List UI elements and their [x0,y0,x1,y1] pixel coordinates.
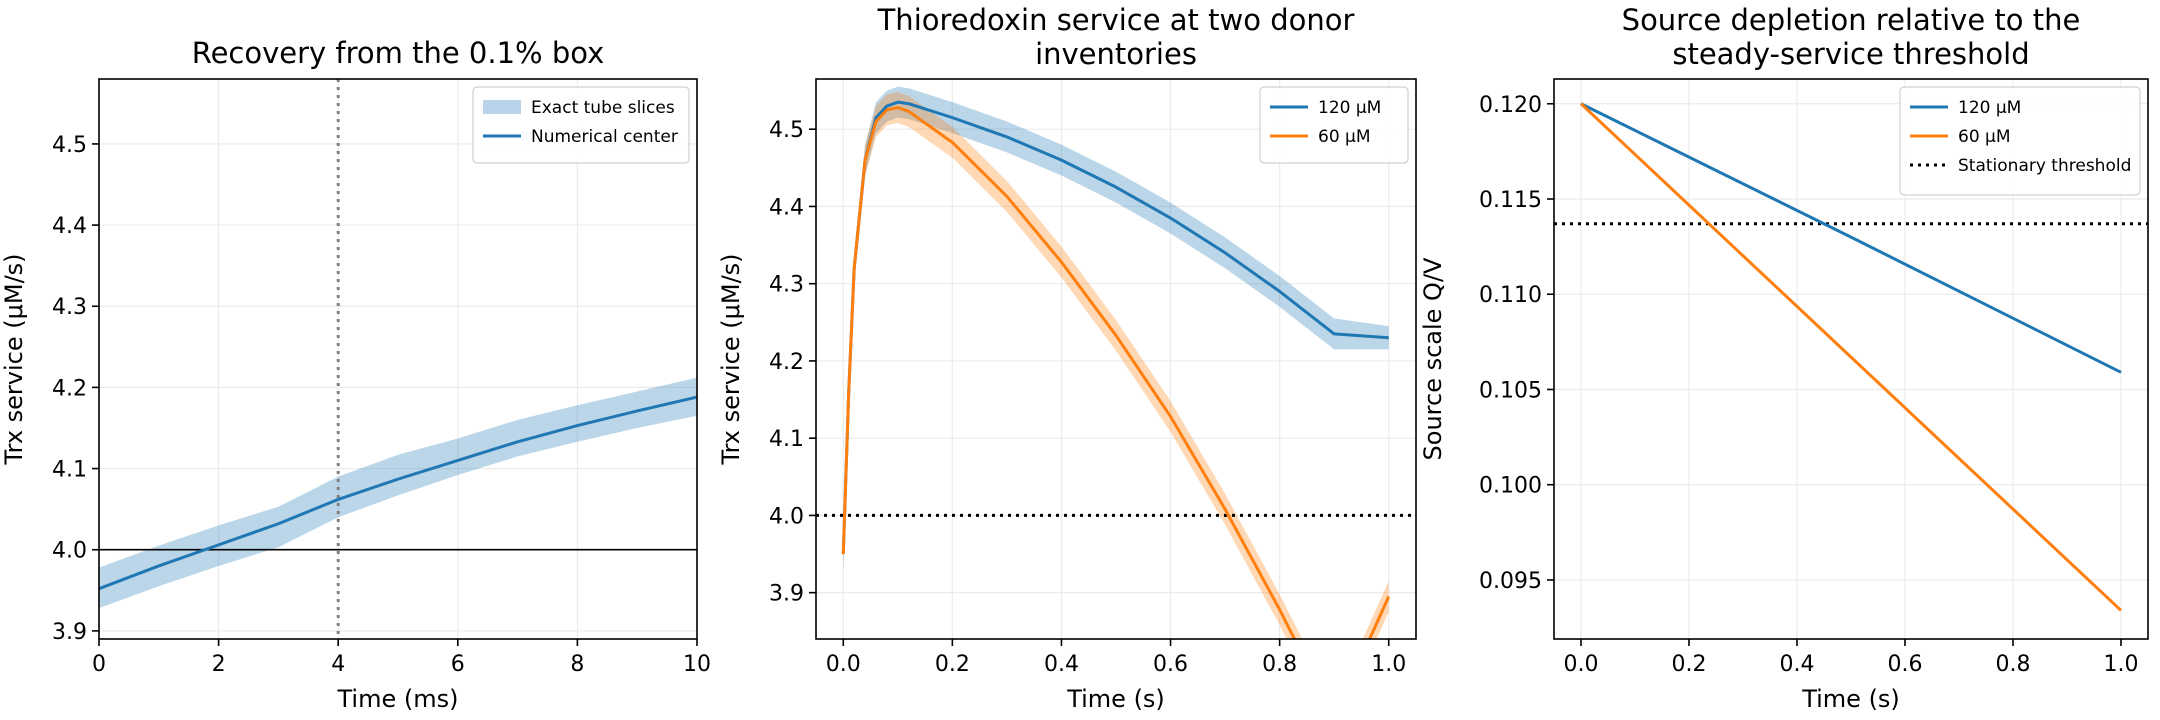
y-tick-label: 4.4 [769,195,804,220]
gridlines [1554,79,2148,639]
x-tick-label: 0.8 [1996,652,2031,677]
legend-label: 120 μM [1958,98,2021,118]
x-tick-label: 0.8 [1262,652,1297,677]
y-axis-label: Source scale Q/V [1419,257,1447,461]
y-tick-label: 4.1 [769,427,804,452]
y-tick-label: 4.2 [769,350,804,375]
x-axis-label: Time (s) [1801,685,1900,713]
legend-label: Exact tube slices [531,98,675,118]
x-tick-label: 10 [683,652,711,677]
chart-title-line-2: inventories [1035,37,1197,71]
y-tick-label: 0.095 [1479,569,1542,594]
legend-box [1899,86,2141,196]
legend: 120 μM 60 μM [1259,86,1409,164]
y-tick-label: 4.1 [52,458,87,483]
y-tick-label: 4.3 [769,273,804,298]
legend-label: 120 μM [1318,98,1381,118]
chart-title-line-1: Recovery from the 0.1% box [192,36,605,70]
y-axis-label: Trx service (μM/s) [717,253,745,465]
chart-title-line-1: Source depletion relative to the [1622,3,2081,37]
y-tick-label: 4.5 [769,118,804,143]
chart-panel-3: 0.0 0.2 0.4 0.6 0.8 1.00.0950.1000.1050.1100.… [1419,3,2149,713]
y-tick-label: 0.120 [1479,93,1542,118]
x-tick-label: 6 [451,652,465,677]
chart-title-line-1: Thioredoxin service at two donor [877,3,1355,37]
band-120-μm [843,86,1389,570]
y-axis-label: Trx service (μM/s) [0,253,28,465]
y-tick-label: 4.0 [769,504,804,529]
axes-frame [1553,78,2149,640]
legend-box [472,86,690,164]
y-axis: 0.095 0.100 0.105 0.110 0.115 0.120 [1479,93,1554,594]
y-tick-label: 0.110 [1479,283,1542,308]
x-tick-label: 4 [331,652,345,677]
series-line-numerical-center [99,395,697,591]
x-tick-label: 0.4 [1044,652,1079,677]
x-tick-label: 0.0 [826,652,861,677]
x-tick-label: 0.2 [1672,652,1707,677]
x-tick-label: 0.6 [1888,652,1923,677]
plot-area [99,79,697,639]
chart-panel-1: 0 2 4 6 8 10 3.9 4.0 4.1 4.2 4.3 4.4 4.5 Time (ms) Trx… [0,36,711,713]
plot-area [816,86,1416,639]
chart-panel-2: 0.0 0.2 0.4 0.6 0.8 1.0 3.9 4.0 4.1 4.2 4.3 4.4 4.5 T… [717,3,1417,713]
y-tick-label: 4.5 [52,133,87,158]
y-tick-label: 4.3 [52,295,87,320]
x-axis: 0.0 0.2 0.4 0.6 0.8 1.0 [826,639,1406,677]
y-tick-label: 3.9 [52,620,87,645]
y-tick-label: 0.100 [1479,474,1542,499]
x-tick-label: 0.4 [1780,652,1815,677]
y-tick-label: 4.0 [52,539,87,564]
series-line-120-μm [1580,102,2122,374]
legend-label: 60 μM [1318,127,1371,147]
x-axis-label: Time (s) [1066,685,1165,713]
x-axis: 0 2 4 6 8 10 [92,639,711,677]
x-tick-label: 2 [212,652,226,677]
y-axis: 3.9 4.0 4.1 4.2 4.3 4.4 4.5 [769,118,816,607]
axes-frame [98,78,698,640]
series-line-60-μm [1579,102,2123,612]
x-tick-label: 0.0 [1564,652,1599,677]
x-axis-label: Time (ms) [337,685,459,713]
legend: 120 μM 60 μM Stationary threshold [1899,86,2141,196]
x-tick-label: 0.2 [935,652,970,677]
y-tick-label: 4.2 [52,376,87,401]
legend-label: 60 μM [1958,127,2011,147]
x-tick-label: 1.0 [2104,652,2139,677]
legend-label: Stationary threshold [1958,156,2131,176]
series-line-60-μm [841,106,1391,639]
x-tick-label: 1.0 [1371,652,1406,677]
y-tick-label: 0.115 [1479,188,1542,213]
y-tick-label: 0.105 [1479,378,1542,403]
gridlines [816,79,1416,639]
legend-swatch [483,100,521,114]
band-exact-tube-slices [99,377,697,609]
y-tick-label: 3.9 [769,582,804,607]
axes-frame [815,78,1417,640]
legend: Exact tube slices Numerical center [472,86,690,164]
x-tick-label: 8 [570,652,584,677]
x-axis: 0.0 0.2 0.4 0.6 0.8 1.0 [1564,639,2139,677]
x-tick-label: 0 [92,652,106,677]
chart-title-line-2: steady-service threshold [1672,37,2029,71]
x-tick-label: 0.6 [1153,652,1188,677]
plot-area [1554,102,2148,612]
y-tick-label: 4.4 [52,214,87,239]
legend-label: Numerical center [531,127,678,147]
y-axis: 3.9 4.0 4.1 4.2 4.3 4.4 4.5 [52,133,99,645]
